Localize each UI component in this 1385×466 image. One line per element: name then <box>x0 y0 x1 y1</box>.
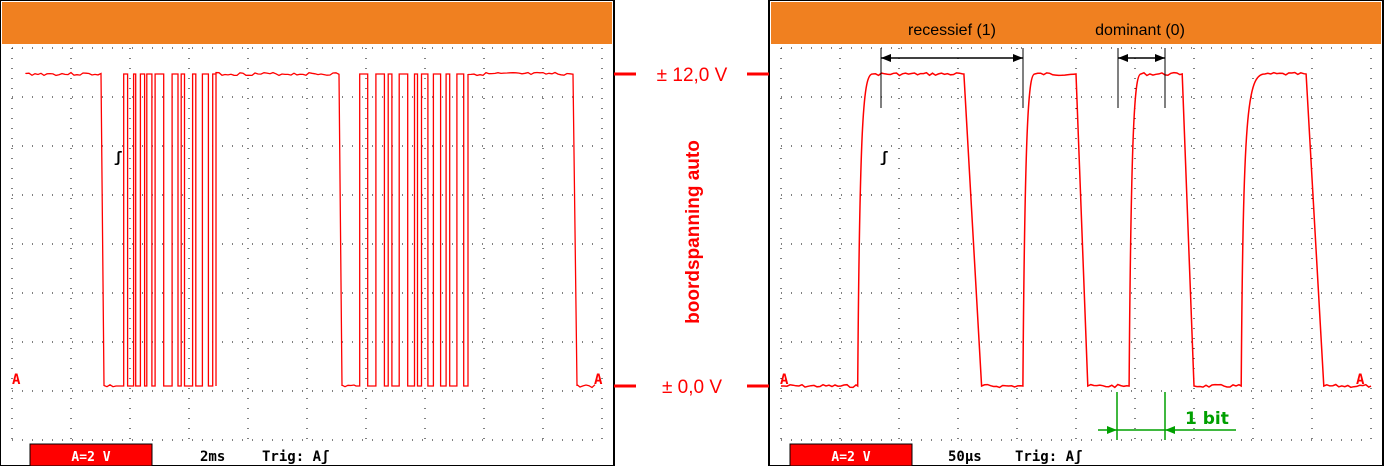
left-screen-frame <box>0 0 615 466</box>
left-waveform <box>25 71 596 389</box>
right-marker-right: A <box>1356 372 1365 388</box>
one-bit-span-arrow <box>1098 392 1236 440</box>
right-trigger-status: Trig: Aʃ <box>1015 449 1082 465</box>
dominant-span-arrow <box>1117 48 1166 108</box>
left-scope-screen: A A ʃ A=2 V 2ms Trig: Aʃ <box>0 0 615 466</box>
left-range-label: A=2 V <box>71 450 110 465</box>
left-range-badge <box>29 443 153 466</box>
right-header-bar <box>771 2 1381 44</box>
right-marker-left: A <box>780 372 789 388</box>
right-waveform <box>781 71 1372 389</box>
right-scope-screen: A A ʃ recessief (1) dominant (0) <box>768 0 1384 466</box>
left-marker-right: A <box>594 372 603 388</box>
dominant-label: dominant (0) <box>1095 22 1185 39</box>
one-bit-label: 1 bit <box>1185 409 1229 429</box>
center-level-labels: ± 12,0 V ± 0,0 V boordspanning auto <box>614 65 769 398</box>
left-trigger-mark: ʃ <box>114 150 122 166</box>
right-screen-frame <box>768 0 1384 466</box>
left-marker-left: A <box>12 372 21 388</box>
right-trigger-mark: ʃ <box>880 150 888 166</box>
right-range-label: A=2 V <box>831 450 870 465</box>
left-trace <box>25 71 596 389</box>
recessive-span-arrow <box>880 48 1024 108</box>
recessive-label: recessief (1) <box>908 22 996 39</box>
right-trace <box>781 71 1372 389</box>
vertical-caption: boordspanning auto <box>683 140 704 324</box>
high-level-label: ± 12,0 V <box>657 65 728 86</box>
low-level-label: ± 0,0 V <box>662 377 722 398</box>
right-range-badge <box>789 443 913 466</box>
left-trigger-status: Trig: Aʃ <box>262 449 329 465</box>
left-header-bar <box>2 2 612 44</box>
left-timebase: 2ms <box>200 449 225 465</box>
right-timebase: 50µs <box>948 449 982 465</box>
